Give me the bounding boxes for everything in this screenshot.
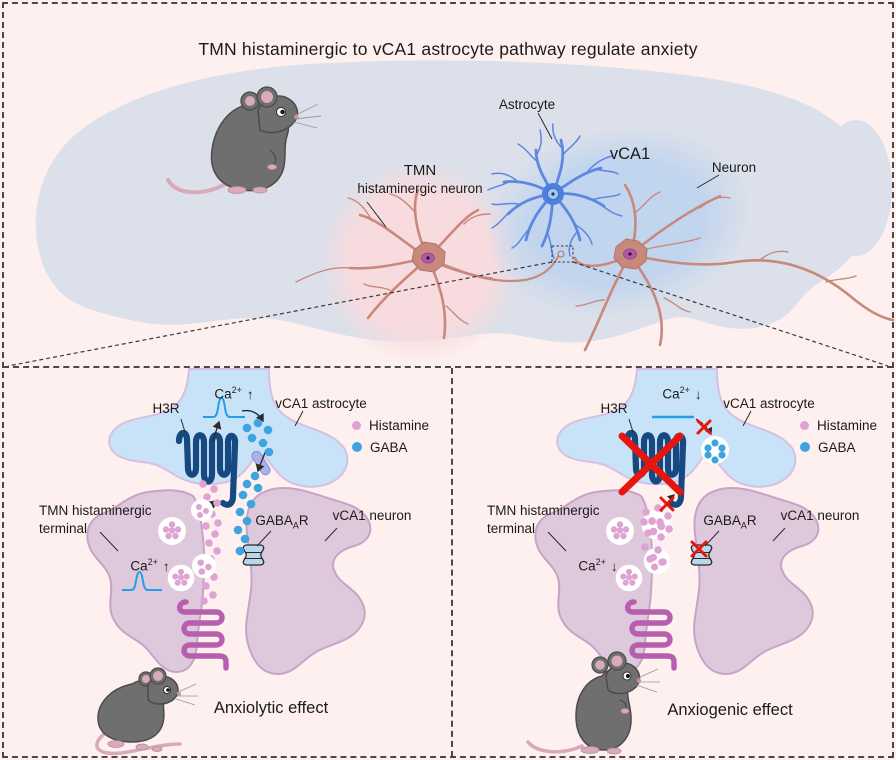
- neuron-label: Neuron: [711, 160, 757, 175]
- legend-gaba: GABA: [370, 439, 408, 455]
- anxiogenic-effect-label: Anxiogenic effect: [667, 701, 793, 719]
- serpentine-structure: [180, 602, 226, 668]
- vesicle: [167, 564, 195, 592]
- vesicle: [615, 564, 643, 592]
- label-pointer-lines: [366, 112, 720, 228]
- vca1-neuron-label: vCA1 neuron: [780, 508, 860, 523]
- gabaar-label: GABAAR: [703, 513, 757, 531]
- histamine-dot-icon: [800, 420, 809, 430]
- left-synapse-panel: [86, 368, 372, 756]
- vesicle: [158, 517, 186, 545]
- serpentine-structure: [628, 602, 674, 668]
- vca1-astrocyte-label: vCA1 astrocyte: [275, 396, 367, 411]
- gabaar-label: GABAAR: [255, 513, 309, 531]
- astrocyte-cell: [487, 123, 623, 259]
- label-pointer-lines: [99, 410, 338, 552]
- legend-gaba: GABA: [818, 439, 856, 455]
- gaba-dot-bound: [235, 546, 245, 556]
- zoom-connector-right: [572, 261, 889, 367]
- red-cross-small: [696, 419, 712, 435]
- calcium-up-label: Ca2+ ↑: [214, 385, 254, 402]
- vca1-region: [486, 127, 750, 317]
- red-cross-gabaar: [690, 540, 708, 558]
- tmn-neuron: [295, 188, 560, 340]
- synapse-point: [557, 250, 565, 258]
- gabaa-receptor-channel: [242, 544, 265, 566]
- histamine-dot-icon: [352, 420, 361, 430]
- legend-histamine: Histamine: [817, 417, 878, 433]
- figure-title: TMN histaminergic to vCA1 astrocyte path…: [198, 39, 698, 59]
- terminal-label: TMN histaminergic terminal: [39, 503, 152, 536]
- right-synapse-panel: [526, 368, 820, 755]
- tmn-sublabel: histaminergic neuron: [357, 181, 483, 196]
- retained-gaba-vesicle: [701, 436, 729, 464]
- label-pointer-lines: [547, 410, 786, 552]
- gaba-dot-icon: [800, 442, 810, 452]
- anxiolytic-effect-label: Anxiolytic effect: [213, 699, 329, 717]
- panel-divider-vertical: [451, 368, 453, 757]
- calcium-down-terminal-label: Ca2+ ↓: [578, 557, 618, 574]
- histamine-dots-cluster: [640, 504, 673, 566]
- panel-divider-horizontal: [3, 366, 893, 368]
- calcium-trace-astrocyte: [203, 396, 245, 418]
- gaba-dots: [233, 418, 274, 556]
- calcium-up-terminal-label: Ca2+ ↑: [130, 557, 170, 574]
- vca1-neuron-label: vCA1 neuron: [332, 508, 412, 523]
- mouse-illustration: [526, 651, 660, 755]
- astrocyte-label: Astrocyte: [498, 97, 556, 112]
- release-vesicle: [191, 499, 213, 521]
- vca1-astrocyte-label: vCA1 astrocyte: [723, 396, 815, 411]
- calcium-down-label: Ca2+ ↓: [662, 385, 702, 402]
- vesicle: [606, 517, 634, 545]
- mouse-illustration: [95, 667, 198, 756]
- h3r-label: H3R: [600, 401, 628, 416]
- red-cross-small: [659, 496, 675, 512]
- tmn-label: TMN: [403, 162, 437, 179]
- legend-histamine: Histamine: [369, 417, 430, 433]
- gaba-dot-icon: [352, 442, 362, 452]
- h3r-label: H3R: [152, 401, 180, 416]
- vca1-neuron: [573, 183, 895, 352]
- zoom-box: [551, 245, 574, 263]
- legend: Histamine GABA: [352, 417, 429, 461]
- red-cross-h3r: [618, 432, 684, 496]
- legend: Histamine GABA: [800, 417, 877, 461]
- mouse-illustration: [166, 86, 322, 195]
- zoom-connector-left: [7, 261, 553, 367]
- terminal-label: TMN histaminergic terminal: [487, 503, 600, 536]
- calcium-trace-terminal: [122, 570, 162, 591]
- vca1-label: vCA1: [609, 145, 651, 163]
- release-vesicle: [191, 553, 217, 579]
